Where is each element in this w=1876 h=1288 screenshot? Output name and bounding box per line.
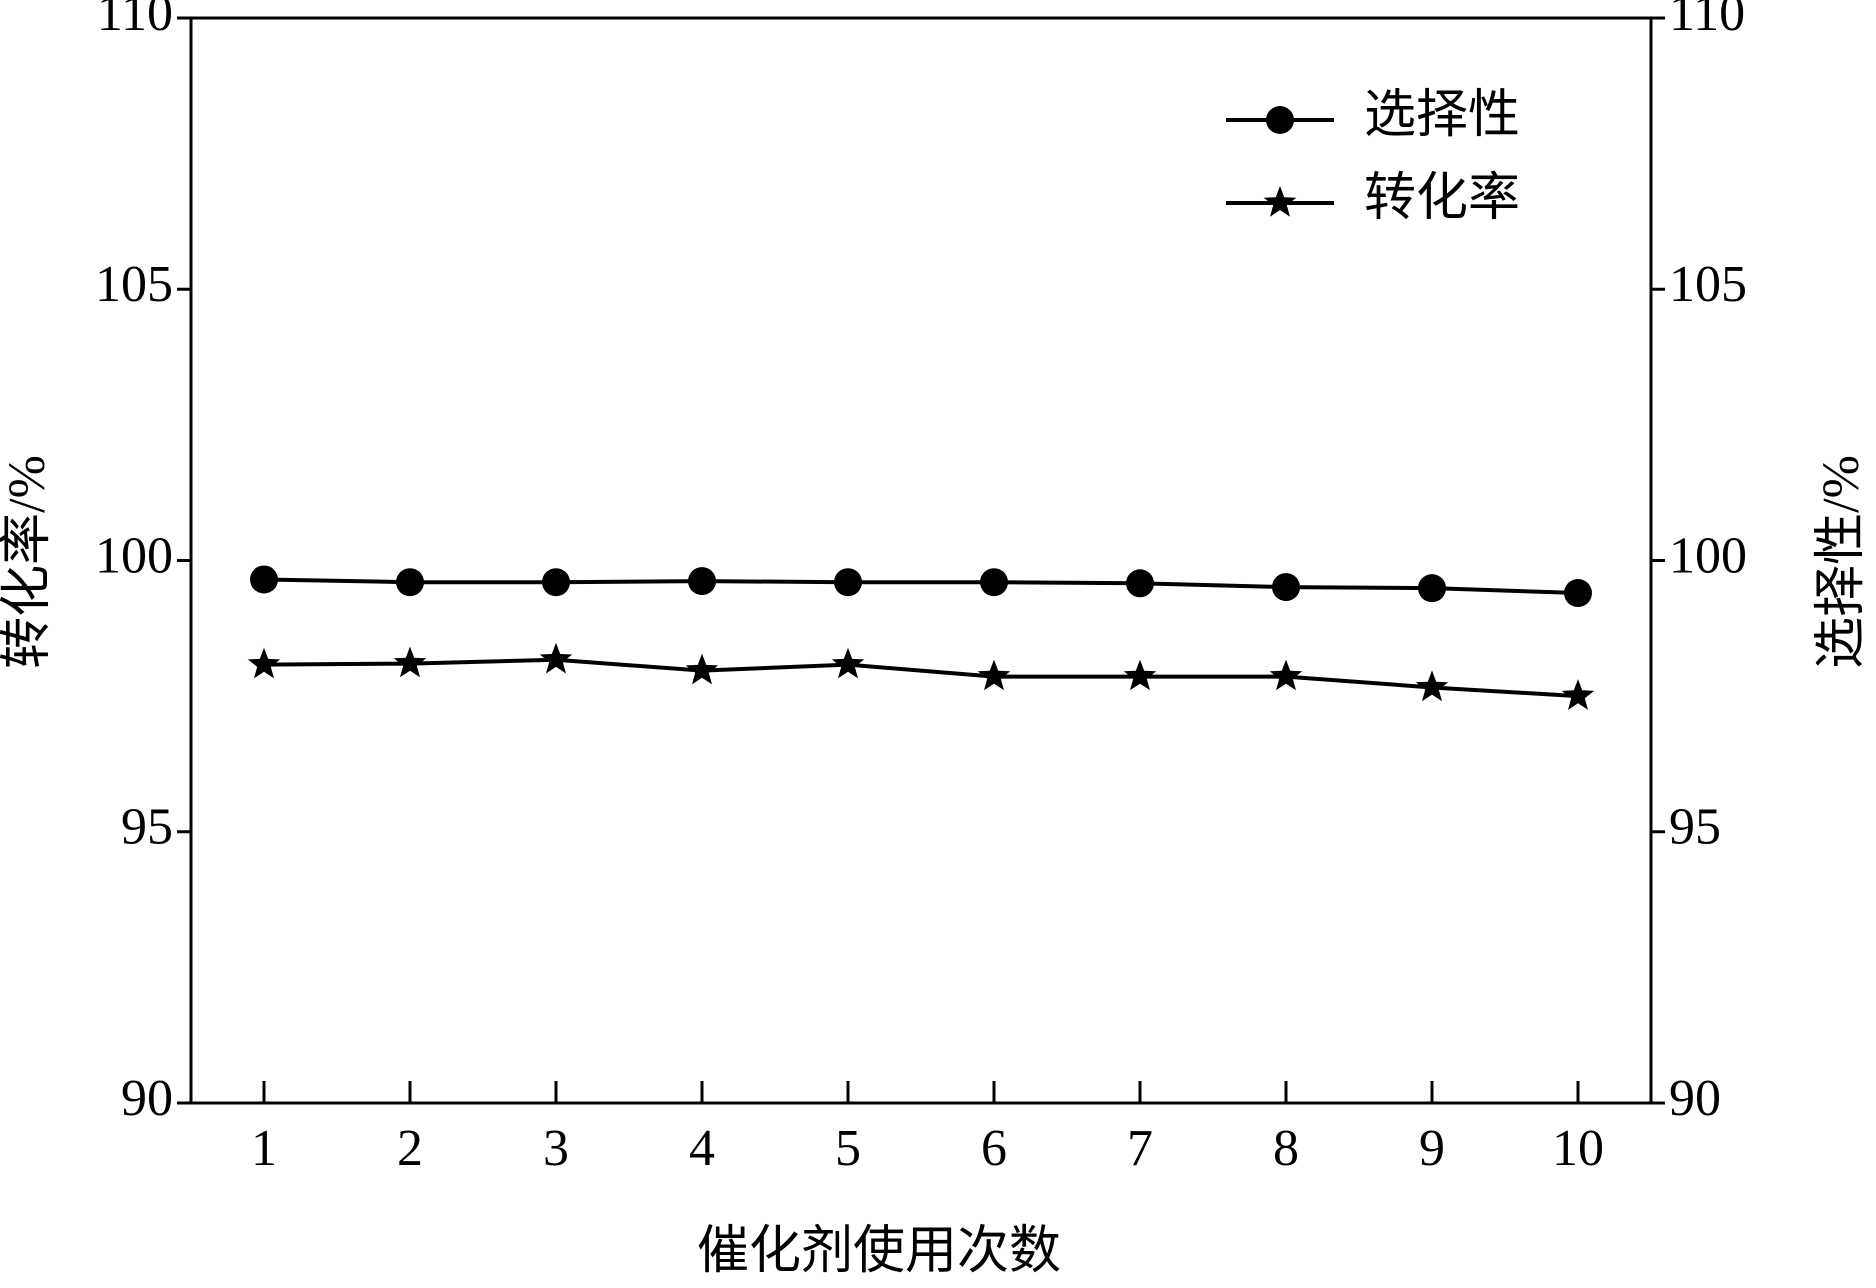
y-tick-label: 90: [121, 1070, 173, 1127]
x-tick-label: 8: [1273, 1120, 1299, 1177]
x-tick-label: 9: [1419, 1120, 1445, 1177]
star-marker: [1415, 670, 1449, 702]
y-axis-label: 转化率/%: [0, 455, 56, 669]
y2-tick-label: 100: [1669, 527, 1747, 584]
y2-axis-label: 选择性/%: [1813, 455, 1870, 669]
legend-label: 选择性: [1364, 87, 1520, 144]
y2-tick-label: 105: [1669, 256, 1747, 313]
x-tick-label: 6: [981, 1120, 1007, 1177]
circle-marker: [834, 568, 862, 597]
y2-tick-label: 90: [1669, 1070, 1721, 1127]
x-tick-label: 5: [835, 1120, 861, 1177]
y-tick-label: 95: [121, 799, 173, 856]
x-tick-label: 1: [251, 1120, 277, 1177]
star-marker: [539, 642, 573, 674]
series-line: [263, 577, 1579, 596]
circle-marker: [542, 568, 570, 597]
star-marker: [1123, 659, 1157, 691]
y-tick-label: 110: [97, 0, 173, 42]
star-marker: [247, 647, 281, 679]
star-marker: [1263, 186, 1297, 217]
circle-marker: [688, 567, 716, 596]
x-tick-label: 2: [397, 1120, 423, 1177]
circle-marker: [1564, 579, 1592, 608]
x-tick-label: 4: [689, 1120, 715, 1177]
x-tick-label: 7: [1127, 1120, 1153, 1177]
circle-marker: [1418, 574, 1446, 603]
y2-tick-label: 95: [1669, 799, 1721, 856]
legend-label: 转化率: [1364, 170, 1520, 227]
circle-marker: [980, 568, 1008, 597]
x-tick-label: 10: [1552, 1120, 1604, 1177]
star-marker: [685, 653, 719, 685]
y-tick-label: 100: [95, 527, 173, 584]
y-tick-label: 105: [95, 256, 173, 313]
y2-tick-label: 110: [1669, 0, 1745, 42]
star-marker: [831, 647, 865, 679]
circle-marker: [396, 568, 424, 597]
star-marker: [393, 646, 427, 678]
star-marker: [1269, 659, 1303, 691]
star-marker: [977, 659, 1011, 691]
circle-marker: [1266, 106, 1294, 134]
x-axis-label: 催化剂使用次数: [697, 1223, 1061, 1280]
star-marker: [1561, 679, 1595, 710]
series-line: [263, 657, 1579, 699]
circle-marker: [250, 565, 278, 594]
circle-marker: [1272, 573, 1300, 602]
x-tick-label: 3: [543, 1120, 569, 1177]
circle-marker: [1126, 569, 1154, 598]
